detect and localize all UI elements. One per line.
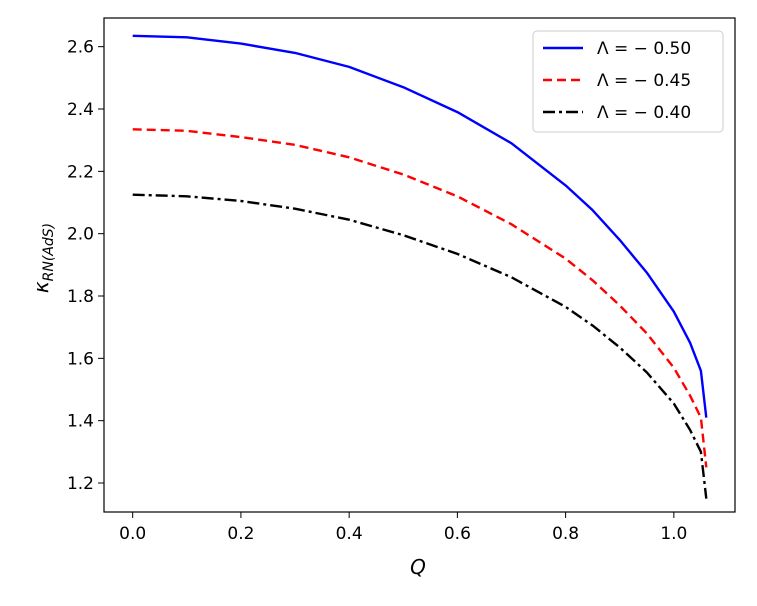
series-line-3 [132,193,708,499]
y-tick-label: 2.6 [67,38,94,58]
x-tick-label: 0.0 [119,524,146,544]
y-tick-label: 1.4 [67,412,94,432]
x-tick-label: 0.8 [552,524,579,544]
legend-box [532,30,724,133]
x-tick-label: 0.4 [336,524,363,544]
x-tick-label: 0.2 [227,524,254,544]
x-axis-ticks: 0.0 0.2 0.4 0.6 0.8 1.0 [119,512,687,544]
legend-label-3: Λ = − 0.40 [597,103,691,123]
x-axis-label: Q [410,555,426,579]
legend-label-1: Λ = − 0.50 [597,39,691,59]
y-axis-label-subscript: RN(AdS) [41,223,57,281]
x-tick-label: 1.0 [660,524,687,544]
y-tick-label: 1.8 [67,287,94,307]
axes-frame [103,17,736,513]
y-axis-label: κRN(AdS) [29,223,57,293]
legend-label-2: Λ = − 0.45 [597,71,691,91]
plot-area [103,17,736,513]
series-line-2 [132,128,708,468]
y-axis-ticks: 1.2 1.4 1.6 1.8 2.0 2.2 2.4 2.6 [67,38,104,494]
series-line-1 [132,34,708,418]
x-tick-label: 0.6 [444,524,471,544]
legend: Λ = − 0.50 Λ = − 0.45 Λ = − 0.40 [532,30,724,133]
y-tick-label: 2.0 [67,225,94,245]
series-group [132,34,708,499]
y-tick-label: 2.4 [67,100,94,120]
y-tick-label: 2.2 [67,162,94,182]
y-tick-label: 1.6 [67,349,94,369]
y-tick-label: 1.2 [67,474,94,494]
y-axis-label-main: κ [29,281,53,293]
